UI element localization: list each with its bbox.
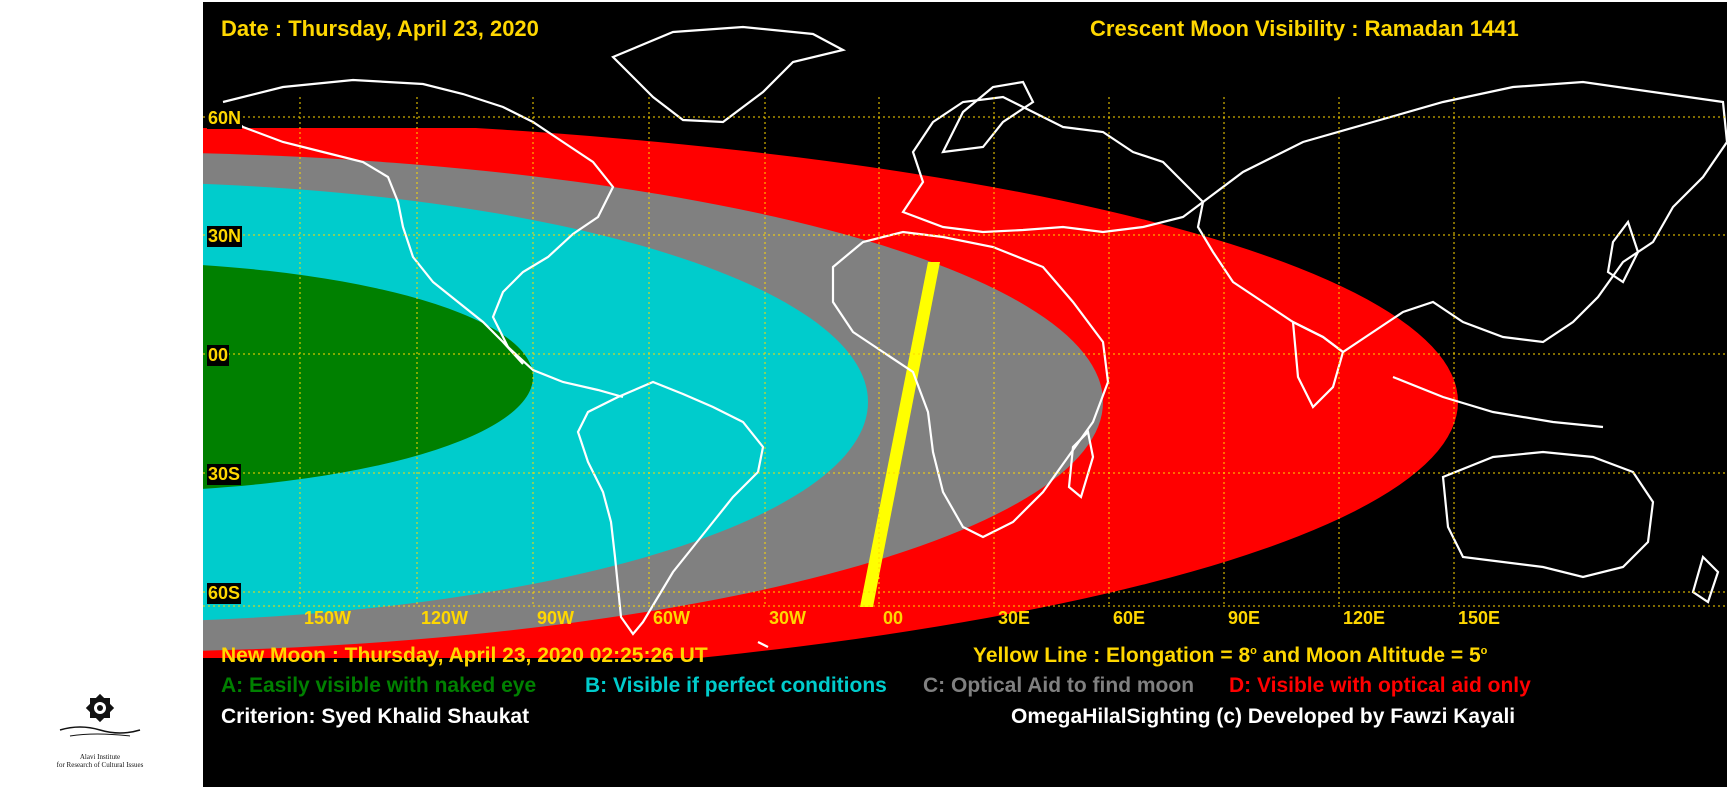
- japan-outline: [1606, 219, 1640, 284]
- lat-label-60s: 60S: [207, 583, 242, 604]
- criterion-note: Criterion: Syed Khalid Shaukat: [221, 705, 530, 728]
- central-america-outline: [507, 346, 624, 399]
- yellow-line-elongation: Yellow Line : Elongation = 8: [973, 644, 1251, 667]
- alavi-institute-emblem: [59, 693, 141, 737]
- legend-a: A: Easily visible with naked eye: [221, 674, 537, 697]
- yellow-line-altitude: and Moon Altitude = 5: [1256, 644, 1481, 667]
- madagascar-outline: [1067, 429, 1095, 499]
- legend-d: D: Visible with optical aid only: [1229, 674, 1531, 697]
- greenland-outline: [611, 25, 847, 124]
- lat-label-30s: 30S: [207, 464, 242, 485]
- lat-label-30n: 30N: [207, 226, 243, 247]
- north-america-outline: [222, 78, 615, 365]
- europe-outline: [901, 95, 1205, 234]
- legend-c: C: Optical Aid to find moon: [923, 674, 1195, 697]
- australia-outline: [1441, 450, 1655, 579]
- lon-label-30e: 30E: [998, 608, 1031, 628]
- new-zealand-outline: [1691, 554, 1720, 604]
- asia-outline: [1196, 80, 1727, 354]
- lon-label-00: 00: [883, 608, 904, 628]
- coastlines: [222, 25, 1727, 648]
- yellow-line-note: Yellow Line : Elongation = 8o and Moon A…: [973, 644, 1487, 668]
- antarctic-hint: [757, 641, 769, 648]
- lat-label-60n: 60N: [207, 108, 243, 129]
- visibility-map-panel: Date : Thursday, April 23, 2020 Crescent…: [203, 2, 1727, 787]
- elongation-yellow-line: [860, 262, 940, 607]
- lon-label-120e: 120E: [1343, 608, 1386, 628]
- lon-label-60w: 60W: [653, 608, 691, 628]
- lon-label-150e: 150E: [1458, 608, 1501, 628]
- map-date: Date : Thursday, April 23, 2020: [221, 16, 539, 41]
- new-moon-time: New Moon : Thursday, April 23, 2020 02:2…: [221, 644, 708, 667]
- lon-label-30w: 30W: [769, 608, 807, 628]
- scandinavia-outline: [941, 80, 1035, 154]
- lon-label-90w: 90W: [537, 608, 575, 628]
- lon-label-150w: 150W: [304, 608, 352, 628]
- institute-logo: Alavi Institute for Research of Cultural…: [40, 690, 160, 769]
- india-outline: [1291, 320, 1345, 409]
- legend-b: B: Visible if perfect conditions: [585, 674, 887, 697]
- lon-label-120w: 120W: [421, 608, 469, 628]
- logo-name: Alavi Institute: [79, 753, 121, 761]
- map-title: Crescent Moon Visibility : Ramadan 1441: [1090, 16, 1519, 41]
- credit-note: OmegaHilalSighting (c) Developed by Fawz…: [1011, 705, 1516, 728]
- zone-a-region: [203, 265, 533, 489]
- south-america-outline: [576, 380, 765, 636]
- left-margin: Alavi Institute for Research of Cultural…: [0, 0, 203, 789]
- africa-outline: [831, 230, 1110, 539]
- lon-label-60e: 60E: [1113, 608, 1146, 628]
- world-map: [203, 25, 1727, 658]
- altitude-degree-mark: o: [1480, 645, 1488, 657]
- indonesia-outline: [1392, 375, 1604, 429]
- lon-label-90e: 90E: [1228, 608, 1261, 628]
- lat-label-00: 00: [207, 345, 230, 366]
- logo-tagline: for Research of Cultural Issues: [56, 761, 144, 769]
- graticule: [203, 97, 1727, 607]
- elongation-degree-mark: o: [1250, 645, 1257, 657]
